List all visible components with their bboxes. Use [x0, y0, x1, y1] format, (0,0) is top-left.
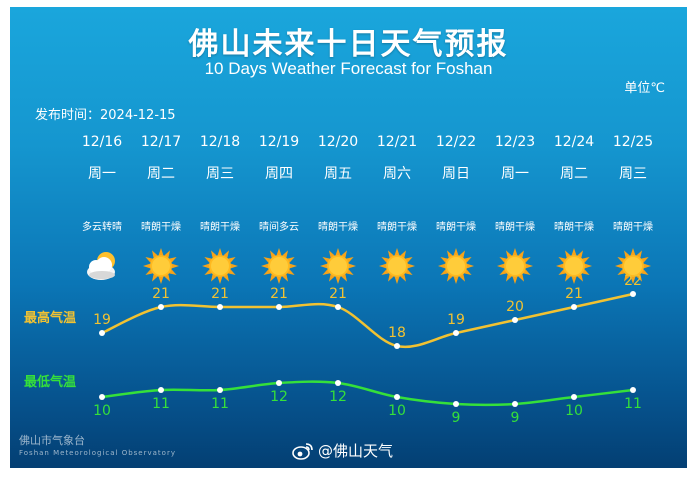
- page-title: 佛山未来十日天气预报: [188, 27, 509, 62]
- day-date: 12/24: [553, 134, 595, 150]
- high-temp-value: 18: [388, 325, 406, 341]
- day-weekday: 周日: [442, 166, 470, 182]
- low-temp-point: [276, 380, 282, 386]
- day-condition: 晴朗干燥: [141, 222, 181, 233]
- sun-icon: [555, 247, 593, 285]
- day-date: 12/22: [435, 134, 477, 150]
- day-weekday: 周五: [324, 166, 352, 182]
- low-temp-value: 12: [329, 389, 347, 405]
- day-weekday: 周六: [383, 166, 411, 182]
- low-temp-point: [217, 387, 223, 393]
- day-condition: 晴朗干燥: [554, 222, 594, 233]
- high-temp-value: 21: [211, 286, 229, 302]
- high-temp-value: 21: [270, 286, 288, 302]
- high-temp-value: 19: [93, 312, 111, 328]
- day-condition: 晴朗干燥: [495, 222, 535, 233]
- high-temp-value: 20: [506, 299, 524, 315]
- sun-icon: [437, 247, 475, 285]
- unit-label: 单位℃: [624, 81, 665, 96]
- footer-organization-en: Foshan Meteorological Observatory: [19, 449, 176, 457]
- low-temp-value: 12: [270, 389, 288, 405]
- day-date: 12/19: [258, 134, 300, 150]
- weibo-handle: @佛山天气: [318, 442, 394, 460]
- sun-icon: [378, 247, 416, 285]
- day-weekday: 周四: [265, 166, 293, 182]
- sun-icon: [319, 247, 357, 285]
- high-temp-value: 19: [447, 312, 465, 328]
- low-temp-line: [101, 380, 634, 407]
- low-temp-value: 9: [511, 410, 520, 426]
- partly-cloudy-icon: [83, 247, 121, 285]
- day-condition: 晴朗干燥: [200, 222, 240, 233]
- low-temp-point: [571, 394, 577, 400]
- publish-date: 2024-12-15: [100, 108, 176, 123]
- high-temp-point: [394, 343, 400, 349]
- day-condition: 晴朗干燥: [613, 222, 653, 233]
- sun-icon: [142, 247, 180, 285]
- forecast-panel: 佛山未来十日天气预报 10 Days Weather Forecast for …: [10, 7, 687, 468]
- low-temp-point: [335, 380, 341, 386]
- high-temp-value: 21: [565, 286, 583, 302]
- publish-label: 发布时间：: [35, 108, 101, 123]
- footer-organization: 佛山市气象台: [19, 434, 85, 447]
- high-temp-point: [217, 304, 223, 310]
- day-condition: 晴朗干燥: [377, 222, 417, 233]
- page-subtitle: 10 Days Weather Forecast for Foshan: [204, 59, 493, 78]
- low-temp-value: 9: [452, 410, 461, 426]
- high-temp-point: [571, 304, 577, 310]
- high-temp-point: [99, 330, 105, 336]
- low-temp-value: 10: [565, 403, 583, 419]
- sun-icon: [496, 247, 534, 285]
- day-condition: 多云转晴: [82, 222, 122, 233]
- low-temp-point: [630, 387, 636, 393]
- low-temp-value: 10: [93, 403, 111, 419]
- day-date: 12/20: [317, 134, 359, 150]
- day-weekday: 周三: [206, 166, 234, 182]
- high-temp-value: 21: [329, 286, 347, 302]
- day-weekday: 周一: [88, 166, 116, 182]
- low-temp-value: 10: [388, 403, 406, 419]
- day-date: 12/18: [199, 134, 241, 150]
- day-date: 12/23: [494, 134, 536, 150]
- temperature-chart: 19 21 21 21 21 18 19 20 21 22 10 11 11 12 12 10 9 9 10 11: [93, 273, 642, 426]
- day-condition: 晴间多云: [259, 222, 299, 233]
- high-temp-point: [276, 304, 282, 310]
- day-weekday: 周二: [147, 166, 175, 182]
- sun-icon: [614, 247, 652, 285]
- weibo-account[interactable]: @佛山天气: [292, 440, 393, 461]
- day-weekday: 周一: [501, 166, 529, 182]
- low-temp-point: [453, 401, 459, 407]
- low-temp-label: 最低气温: [24, 375, 77, 390]
- low-temp-value: 11: [624, 396, 642, 412]
- publish-time: 发布时间：2024-12-15: [35, 104, 176, 123]
- high-temp-point: [512, 317, 518, 323]
- day-date: 12/17: [140, 134, 182, 150]
- day-date: 12/16: [81, 134, 123, 150]
- high-temp-point: [630, 291, 636, 297]
- day-condition: 晴朗干燥: [436, 222, 476, 233]
- low-temp-value: 11: [211, 396, 229, 412]
- low-temp-point: [158, 387, 164, 393]
- sun-icon: [260, 247, 298, 285]
- high-temp-point: [158, 304, 164, 310]
- sun-icon: [201, 247, 239, 285]
- high-temp-label: 最高气温: [24, 311, 77, 326]
- day-date: 12/25: [612, 134, 654, 150]
- weibo-icon: [292, 443, 313, 460]
- day-condition: 晴朗干燥: [318, 222, 358, 233]
- high-temp-point: [335, 304, 341, 310]
- high-temp-value: 22: [624, 273, 642, 289]
- high-temp-value: 21: [152, 286, 170, 302]
- low-temp-point: [394, 394, 400, 400]
- low-temp-value: 11: [152, 396, 170, 412]
- day-weekday: 周二: [560, 166, 588, 182]
- low-temp-point: [99, 394, 105, 400]
- high-temp-line: [101, 292, 634, 349]
- day-date: 12/21: [376, 134, 418, 150]
- low-temp-point: [512, 401, 518, 407]
- day-weekday: 周三: [619, 166, 647, 182]
- high-temp-point: [453, 330, 459, 336]
